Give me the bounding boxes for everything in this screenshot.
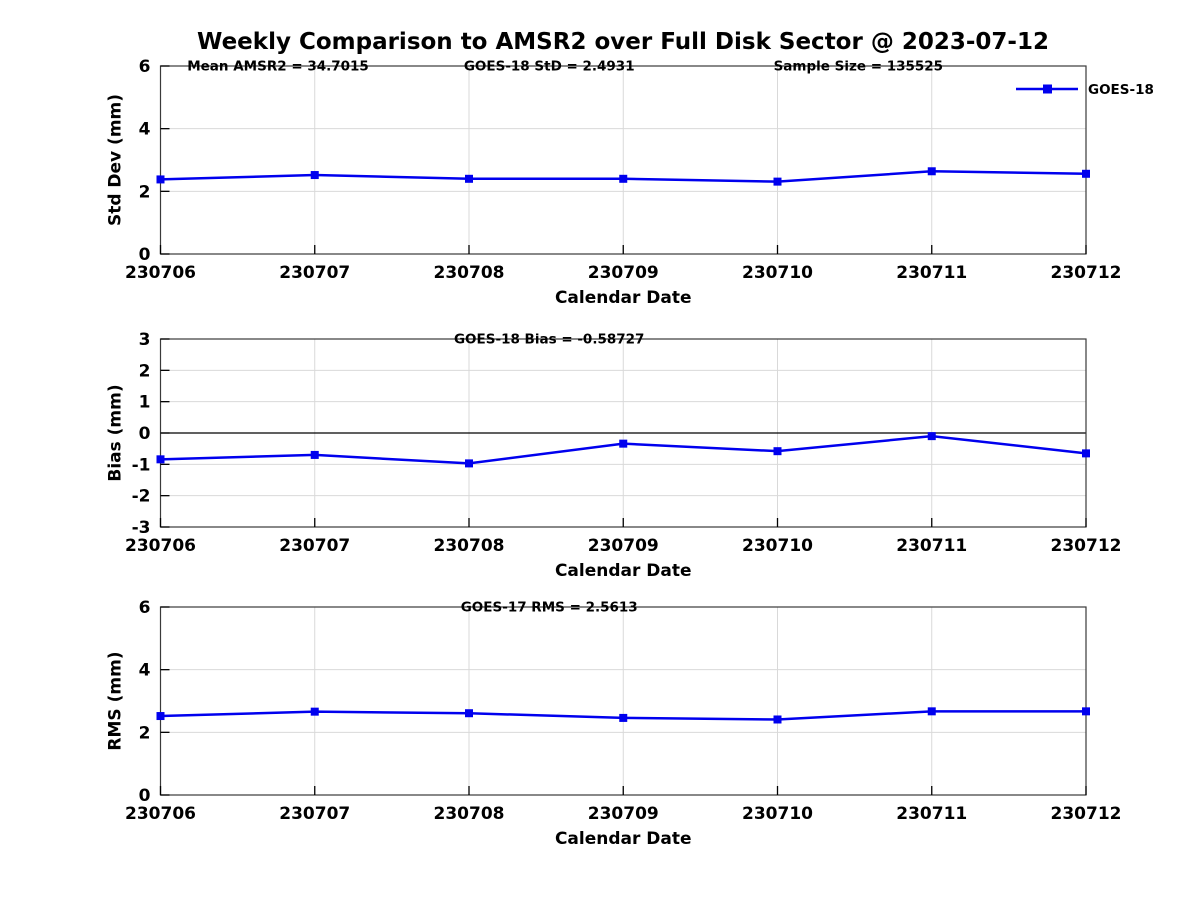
- x-tick-label: 230706: [125, 263, 196, 283]
- x-tick-label: 230710: [742, 536, 813, 556]
- y-axis-label: Bias (mm): [106, 384, 126, 481]
- x-tick-label: 230709: [588, 536, 659, 556]
- series-marker: [1082, 169, 1090, 178]
- x-axis-label: Calendar Date: [555, 829, 692, 849]
- y-tick-label: 2: [139, 361, 151, 381]
- legend-marker: [1043, 84, 1052, 94]
- x-tick-label: 230712: [1051, 536, 1122, 556]
- x-tick-label: 230711: [896, 263, 967, 283]
- y-tick-label: 1: [139, 393, 151, 413]
- series-marker: [773, 177, 782, 186]
- series-marker: [1082, 449, 1090, 458]
- y-tick-label: 2: [139, 182, 151, 202]
- y-axis-label: Std Dev (mm): [106, 94, 126, 226]
- series-marker: [310, 450, 319, 459]
- series-marker: [927, 707, 936, 716]
- x-tick-label: 230707: [279, 536, 350, 556]
- y-tick-label: 6: [139, 598, 151, 618]
- x-tick-label: 230707: [279, 804, 350, 824]
- y-tick-label: 0: [139, 786, 151, 806]
- page-title: Weekly Comparison to AMSR2 over Full Dis…: [197, 29, 1049, 55]
- series-marker: [156, 175, 165, 184]
- series-marker: [465, 459, 473, 468]
- x-tick-label: 230706: [125, 804, 196, 824]
- y-axis-label: RMS (mm): [106, 651, 126, 750]
- series-marker: [619, 713, 628, 722]
- x-tick-label: 230711: [896, 536, 967, 556]
- annotation-text: GOES-18 StD = 2.4931: [464, 59, 635, 75]
- y-tick-label: 4: [139, 661, 151, 681]
- y-tick-label: 4: [139, 120, 151, 140]
- x-tick-label: 230708: [434, 804, 505, 824]
- chart-std-dev: 0 2 4 6 230706 230707 230708 230709 230710 230711…: [106, 57, 1154, 308]
- y-tick-label: 0: [139, 245, 151, 265]
- x-axis-label: Calendar Date: [555, 561, 692, 581]
- series-marker: [465, 709, 473, 718]
- x-tick-label: 230711: [896, 804, 967, 824]
- annotation-text: GOES-18 Bias = -0.58727: [454, 332, 644, 348]
- series-marker: [773, 447, 782, 456]
- y-tick-label: -2: [132, 487, 151, 507]
- y-tick-label: -1: [132, 455, 151, 475]
- y-tick-label: -3: [132, 518, 151, 538]
- x-tick-label: 230706: [125, 536, 196, 556]
- x-axis-label: Calendar Date: [555, 288, 692, 308]
- chart-bias: -3 -2 -1 0 1 2 3 230706 230707 230708 230709 230710…: [106, 330, 1122, 581]
- series-marker: [773, 715, 782, 724]
- series-marker: [619, 439, 628, 448]
- x-tick-label: 230707: [279, 263, 350, 283]
- x-tick-label: 230712: [1051, 263, 1122, 283]
- chart-rms: 0 2 4 6 230706 230707 230708 230709 230710 230711…: [106, 598, 1122, 849]
- series-marker: [310, 707, 319, 716]
- annotation-text: GOES-17 RMS = 2.5613: [461, 600, 638, 616]
- y-tick-label: 3: [139, 330, 151, 350]
- x-tick-label: 230708: [434, 263, 505, 283]
- series-marker: [310, 171, 319, 180]
- x-tick-label: 230712: [1051, 804, 1122, 824]
- y-tick-label: 6: [139, 57, 151, 77]
- x-tick-label: 230710: [742, 263, 813, 283]
- x-tick-label: 230709: [588, 804, 659, 824]
- legend-label: GOES-18: [1088, 82, 1154, 98]
- series-marker: [156, 455, 165, 464]
- series-marker: [1082, 707, 1090, 716]
- series-marker: [465, 174, 473, 183]
- x-tick-label: 230708: [434, 536, 505, 556]
- series-marker: [927, 167, 936, 176]
- series-marker: [619, 174, 628, 183]
- x-tick-label: 230709: [588, 263, 659, 283]
- x-tick-label: 230710: [742, 804, 813, 824]
- annotation-text: Sample Size = 135525: [774, 59, 943, 75]
- series-marker: [927, 432, 936, 441]
- annotation-text: Mean AMSR2 = 34.7015: [187, 59, 369, 75]
- y-tick-label: 2: [139, 723, 151, 743]
- y-tick-label: 0: [139, 424, 151, 444]
- series-marker: [156, 712, 165, 721]
